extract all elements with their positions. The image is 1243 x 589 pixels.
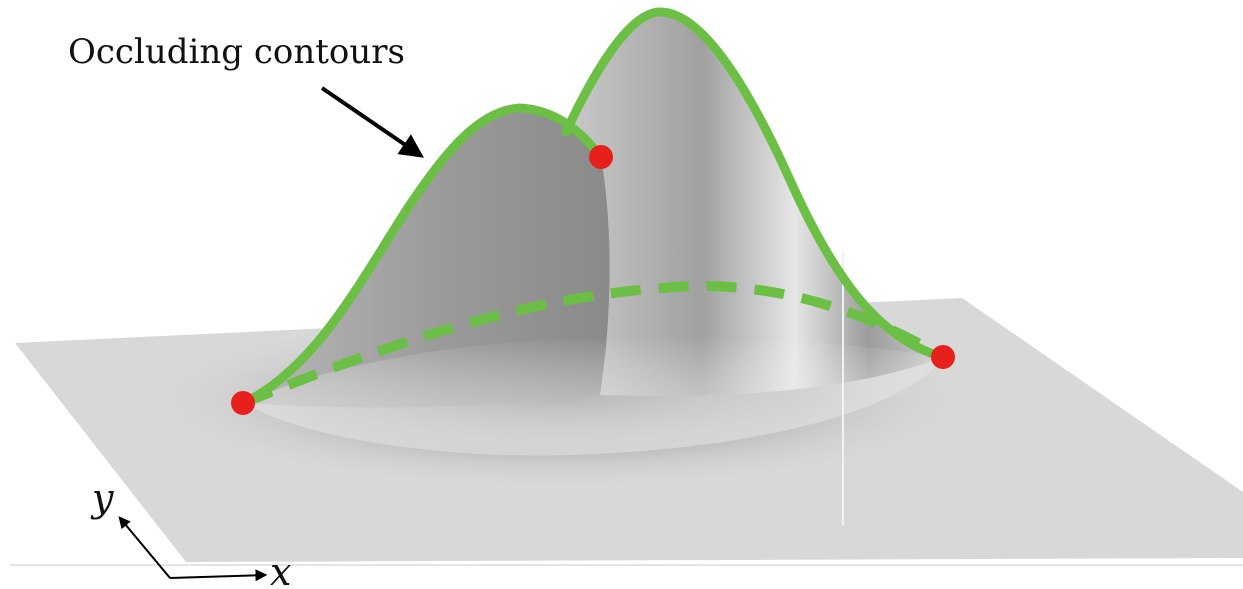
y-axis-label: y [90, 476, 114, 520]
y-axis-arrow [118, 516, 171, 579]
surface-base-fade [244, 336, 943, 456]
dashed-contour [242, 280, 946, 408]
occluding-contour-left [239, 103, 606, 408]
annotation-arrow [320, 86, 424, 158]
right-peak-surface [572, 12, 943, 396]
x-axis-arrow [169, 569, 268, 582]
occluding-contour-right [561, 7, 948, 362]
x-axis-label: x [270, 550, 291, 589]
annotation-label: Occluding contours [68, 32, 405, 72]
contour-endpoint-middle [589, 145, 613, 169]
contour-endpoint-right [931, 345, 955, 369]
contour-endpoint-left [231, 391, 255, 415]
left-peak-surface [244, 108, 610, 408]
